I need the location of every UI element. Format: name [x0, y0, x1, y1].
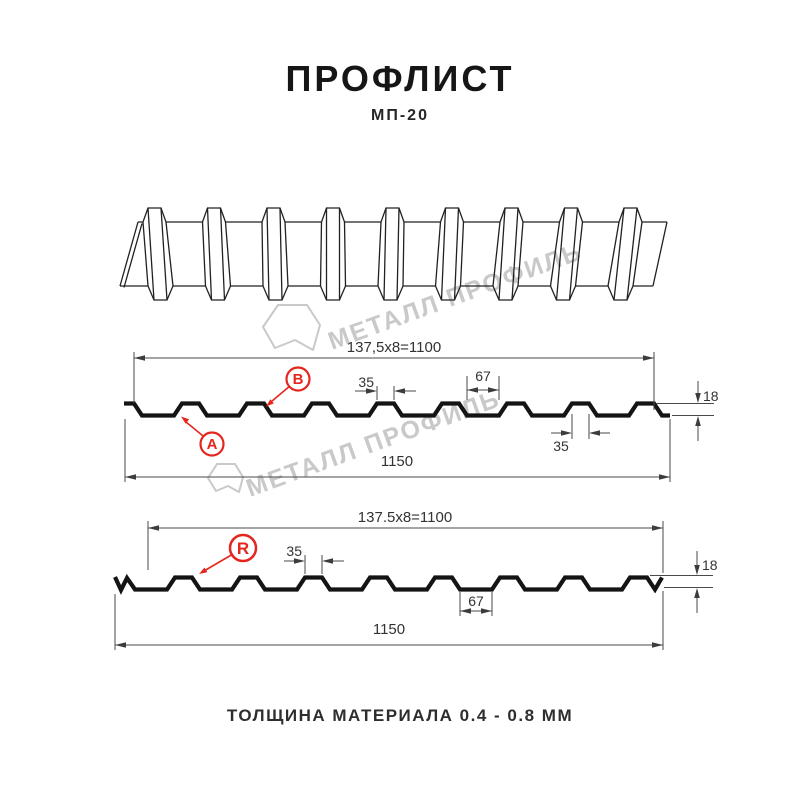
cross-section-top: 137,5x8=1100 35 67: [124, 339, 719, 482]
dim-pitch-bottom: 137.5x8=1100: [147, 509, 664, 573]
dim-rib-width-value: 35: [286, 543, 302, 559]
watermark-text: МЕТАЛЛ ПРОФИЛЬ: [242, 385, 504, 503]
dim-valley-width-bottom: 67: [459, 592, 493, 616]
page-header: ПРОФЛИСТ МП-20: [0, 58, 800, 125]
metall-profil-logo-icon: [207, 463, 244, 493]
dim-valley-width-value: 67: [468, 593, 484, 609]
dim-rib-width-value: 35: [358, 374, 374, 390]
callout-letter: R: [237, 539, 249, 558]
watermark-1: МЕТАЛЛ ПРОФИЛЬ: [262, 238, 586, 356]
profile-outline-top: [124, 401, 670, 418]
callout-label-r: R: [199, 533, 258, 574]
dim-height-value: 18: [703, 388, 719, 404]
dim-pitch-value: 137,5x8=1100: [347, 339, 441, 356]
dim-overall-width-value: 1150: [381, 453, 413, 470]
dim-rib-width-top: 35: [355, 374, 416, 400]
dim-rib-width-bottom: 35: [551, 414, 610, 454]
page-title: ПРОФЛИСТ: [285, 58, 515, 99]
dim-rib-width-value: 35: [553, 438, 569, 454]
metall-profil-logo-icon: [262, 304, 321, 351]
dim-height-top: 18: [656, 381, 719, 441]
dim-pitch-top: 137,5x8=1100: [133, 339, 655, 410]
dim-overall-width-bottom: 1150: [114, 591, 664, 650]
thickness-note: ТОЛЩИНА МАТЕРИАЛА 0.4 - 0.8 ММ: [226, 706, 574, 725]
dim-valley-width-value: 67: [475, 368, 491, 384]
dim-valley-width-top: 67: [466, 368, 500, 400]
callout-label-a: A: [181, 416, 225, 457]
dim-overall-width-value: 1150: [373, 621, 405, 638]
callout-label-b: B: [266, 366, 311, 407]
callout-letter: B: [293, 371, 304, 388]
dim-rib-width-top: 35: [284, 543, 344, 574]
dim-height-value: 18: [702, 557, 718, 573]
profile-outline-bottom: [113, 573, 664, 595]
dim-overall-width-top: 1150: [124, 419, 671, 482]
dim-height-bottom: 18: [650, 551, 718, 613]
callout-letter: A: [207, 436, 218, 453]
profile-model-code: МП-20: [371, 107, 429, 124]
cross-section-bottom: 137.5x8=1100 35 67: [113, 509, 718, 650]
sheet-3d-drawing: [119, 207, 668, 301]
dim-pitch-value: 137.5x8=1100: [358, 509, 452, 526]
